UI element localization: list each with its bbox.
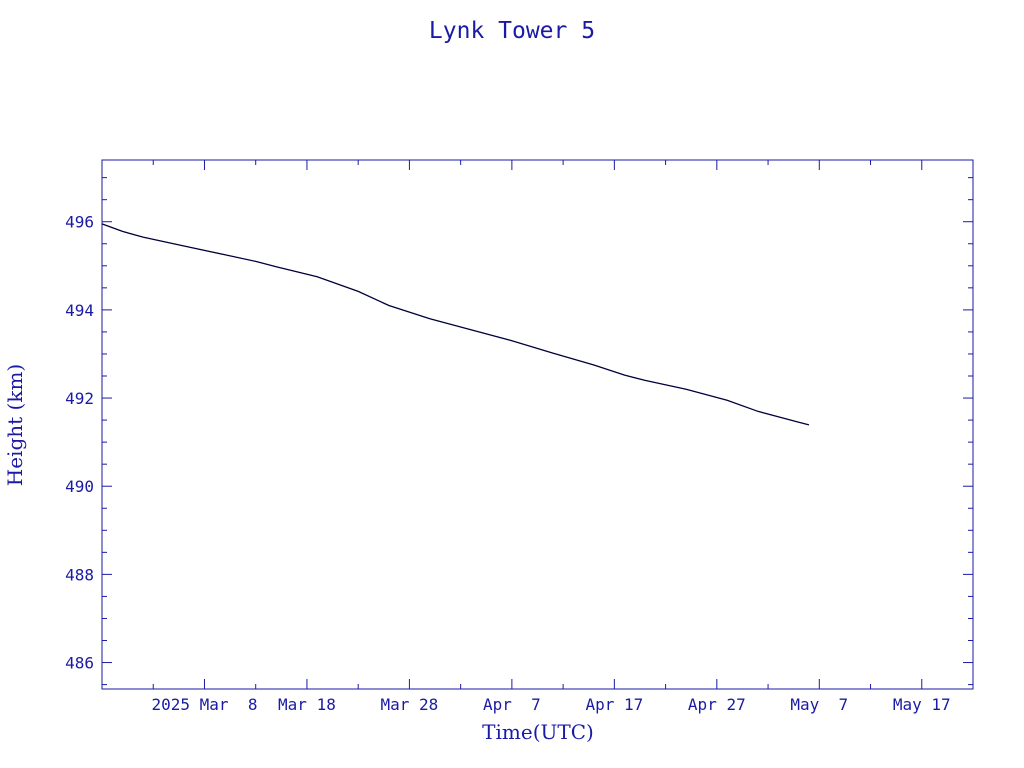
- x-tick-label: May 7: [790, 695, 848, 714]
- y-tick-label: 496: [65, 213, 94, 232]
- x-tick-label: Apr 7: [483, 695, 541, 714]
- series-layer: [101, 223, 810, 426]
- y-tick-label: 494: [65, 301, 94, 320]
- plot-frame: [101, 159, 974, 690]
- y-tick-label: 488: [65, 565, 94, 584]
- y-tick-label: 490: [65, 477, 94, 496]
- series-line: [101, 223, 810, 426]
- x-tick-label: Apr 27: [688, 695, 746, 714]
- y-axis-label: Height (km): [3, 364, 27, 486]
- x-axis: 2025 Mar 8 Mar 18 Mar 28 Apr 7 Apr 17 Apr 27 M…: [101, 160, 974, 714]
- y-tick-label: 486: [65, 654, 94, 673]
- x-tick-label: Mar 18: [278, 695, 336, 714]
- x-tick-label: 2025 Mar 8: [151, 695, 257, 714]
- x-tick-label: Apr 17: [585, 695, 643, 714]
- x-tick-label: Mar 28: [381, 695, 439, 714]
- chart-title: Lynk Tower 5: [429, 18, 595, 44]
- x-tick-label: May 17: [893, 695, 951, 714]
- y-tick-label: 492: [65, 389, 94, 408]
- y-axis: 486 488 490 492 494 496: [65, 177, 973, 686]
- plot-border: [101, 159, 974, 690]
- x-axis-label: Time(UTC): [482, 720, 594, 744]
